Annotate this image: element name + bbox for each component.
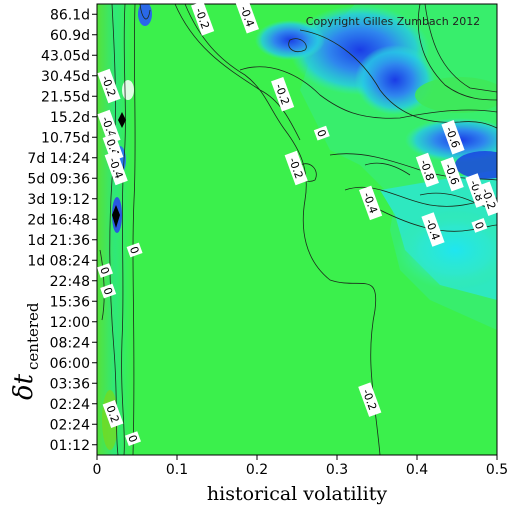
contour-label-text: 0 <box>97 265 112 276</box>
contour-line <box>379 209 497 232</box>
y-tick-label: 7d 14:24 <box>27 151 90 167</box>
plot-frame <box>96 3 498 456</box>
x-axis-label: historical volatility <box>207 483 387 505</box>
contour-line <box>417 4 497 101</box>
x-axis: 0 0.1 0.2 0.3 0.4 0.5 <box>93 455 508 478</box>
x-tick-label: 0 <box>93 462 102 478</box>
y-axis: 86.1d 60.9d 43.05d 30.45d 21.55d 15.2d 10.75d 7… <box>27 7 97 454</box>
contour-lines <box>99 4 497 455</box>
copyright-text: Copyright Gilles Zumbach 2012 <box>306 15 480 28</box>
y-tick-label: 1d 21:36 <box>27 233 90 249</box>
y-tick-label: 21.55d <box>41 89 90 105</box>
y-tick-label: 15.2d <box>50 110 90 126</box>
y-tick-label: 12:00 <box>50 315 90 331</box>
contour-label-bg <box>104 150 128 186</box>
heat-blob-cyan <box>395 210 497 290</box>
y-tick-label: 02:24 <box>50 417 90 433</box>
contour-line <box>299 29 497 129</box>
y-tick-label: 22:48 <box>50 274 90 290</box>
contour-label: 0 <box>471 218 488 233</box>
y-tick-label: 5d 09:36 <box>27 171 90 187</box>
contour-label: 0 <box>100 283 117 299</box>
heat-blob-left-white <box>122 80 134 100</box>
contour-label-bg <box>415 152 439 188</box>
heat-blob-deep <box>455 151 497 179</box>
y-tick-label: 02:24 <box>50 397 90 413</box>
x-tick-label: 0.5 <box>486 462 508 478</box>
contour-label-text: 0 <box>127 245 142 256</box>
contour-label-bg <box>440 156 464 192</box>
contour-line <box>424 4 497 93</box>
x-tick-label: 0.4 <box>406 462 428 478</box>
y-tick-label: 3d 19:12 <box>27 192 90 208</box>
contour-line <box>132 4 136 455</box>
contour-label-bg <box>441 119 465 155</box>
contour-spot <box>118 112 126 128</box>
y-tick-label: 86.1d <box>50 7 90 23</box>
x-tick-label: 0.3 <box>326 462 348 478</box>
y-tick-label: 06:00 <box>50 356 90 372</box>
contour-line <box>109 4 119 455</box>
contour-label-bg <box>313 125 330 141</box>
contour-label-bg <box>421 212 445 247</box>
contour-label-bg <box>358 382 382 417</box>
y-tick-label: 1d 08:24 <box>27 253 90 269</box>
contour-label-text: 0 <box>125 433 140 444</box>
contour-line <box>174 4 301 141</box>
contour-label: 0.2 <box>102 400 124 428</box>
contour-label-bg <box>97 263 113 278</box>
contour-label-bg <box>471 218 488 233</box>
contour-label-bg <box>100 283 117 299</box>
contour-label-bg <box>125 431 141 446</box>
y-axis-label-main: δt <box>9 373 39 400</box>
contour-label-text: 0 <box>314 128 329 139</box>
contour-line <box>99 249 105 321</box>
contour-label: 0 <box>125 431 141 446</box>
heat-blob-left-top <box>138 4 152 26</box>
y-tick-label: 08:24 <box>50 335 90 351</box>
contour-label-bg <box>477 181 501 217</box>
contour-label-bg <box>191 1 215 36</box>
heat-blob-green <box>415 77 497 113</box>
y-tick-label: 30.45d <box>41 69 90 85</box>
contour-label-bg <box>359 185 383 221</box>
contour-label: 0 <box>313 125 330 141</box>
contour-line <box>139 4 151 20</box>
contour-spot <box>112 205 120 228</box>
contour-label-text: 0.2 <box>103 404 121 425</box>
x-tick-label: 0.2 <box>246 462 268 478</box>
contour-label-bg <box>235 0 259 34</box>
y-tick-label: 03:36 <box>50 376 90 392</box>
contour-label-bg <box>102 400 124 428</box>
y-axis-label: δt centered <box>9 302 42 400</box>
heat-blob-mid <box>355 45 435 115</box>
contour-label-text: 0 <box>472 220 487 231</box>
y-tick-label: 43.05d <box>41 48 90 64</box>
y-tick-label: 2d 16:48 <box>27 212 90 228</box>
contour-label-text: 0 <box>100 286 115 297</box>
y-axis-label-sub: centered <box>24 302 42 370</box>
contour-line <box>239 66 497 119</box>
contour-label-bg <box>271 76 295 112</box>
contour-label-bg <box>284 150 308 186</box>
y-tick-label: 60.9d <box>50 28 90 44</box>
contour-label: 0 <box>126 242 143 258</box>
contour-label: 0 <box>97 263 113 278</box>
y-tick-label: 01:12 <box>50 438 90 454</box>
contour-label-bg <box>97 68 121 104</box>
y-tick-label: 10.75d <box>41 130 90 146</box>
y-tick-label: 15:36 <box>50 294 90 310</box>
contour-line <box>184 4 381 455</box>
x-tick-label: 0.1 <box>166 462 188 478</box>
contour-line <box>288 38 307 53</box>
contour-line <box>121 4 126 455</box>
contour-line <box>364 162 411 176</box>
contour-label-bg <box>126 242 143 258</box>
